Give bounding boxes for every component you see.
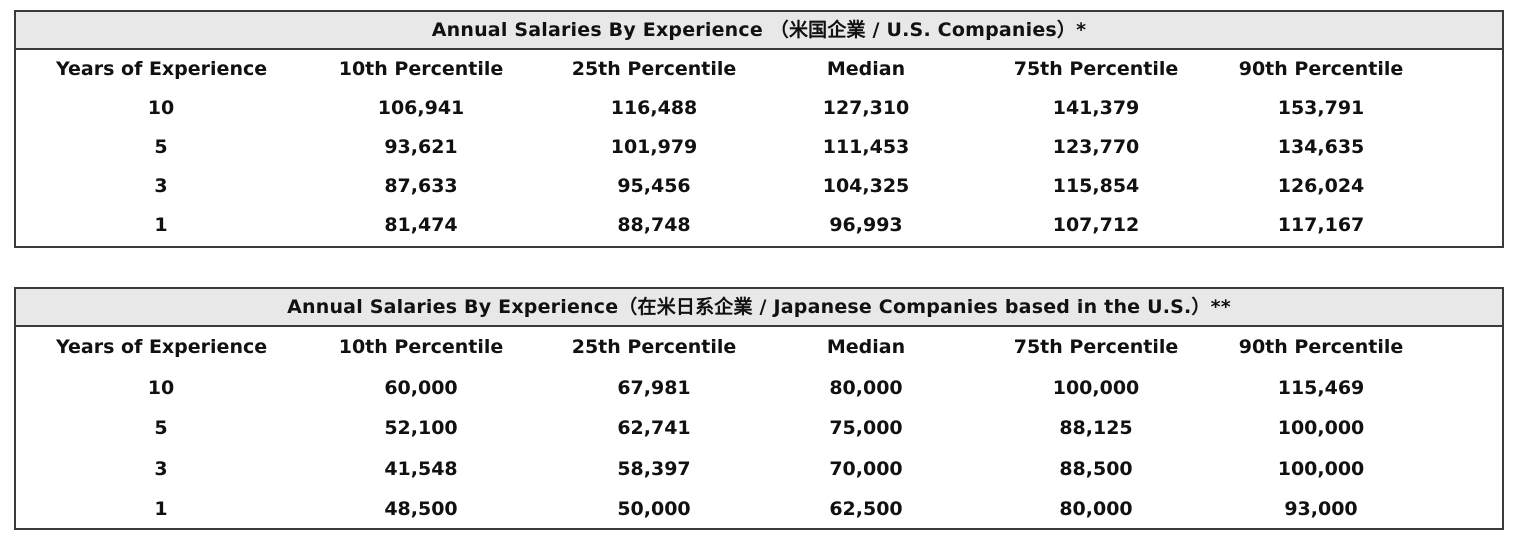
column-header-years: Years of Experience [56, 58, 268, 80]
cell-p90: 100,000 [1277, 457, 1365, 480]
column-header-p10: 10th Percentile [338, 58, 504, 80]
cell-p75: 115,854 [1052, 175, 1140, 197]
column-header-p25: 25th Percentile [571, 336, 737, 358]
cell-p10: 60,000 [384, 376, 458, 399]
cell-p25: 101,979 [610, 136, 698, 158]
cell-p90: 93,000 [1284, 498, 1358, 520]
cell-p90: 126,024 [1277, 175, 1365, 197]
cell-years: 10 [147, 376, 175, 399]
table-caption: Annual Salaries By Experience（在米日系企業 / J… [16, 289, 1502, 327]
cell-p90: 153,791 [1277, 97, 1365, 119]
table-grid: Years of Experience 10th Percentile 25th… [16, 327, 1502, 530]
cell-median: 70,000 [829, 457, 903, 480]
cell-p75: 123,770 [1052, 136, 1140, 158]
cell-p25: 95,456 [617, 175, 691, 197]
cell-p10: 81,474 [384, 214, 458, 236]
table-grid: Years of Experience 10th Percentile 25th… [16, 50, 1502, 245]
cell-p75: 88,500 [1059, 457, 1133, 480]
cell-median: 104,325 [822, 175, 910, 197]
cell-median: 127,310 [822, 97, 910, 119]
table-caption: Annual Salaries By Experience （米国企業 / U.… [16, 12, 1502, 50]
table-row: 3 87,633 95,456 104,325 115,854 126,024 [16, 167, 1502, 206]
cell-years: 1 [154, 498, 168, 520]
column-header-median: Median [826, 336, 906, 358]
salary-table-us-companies: Annual Salaries By Experience （米国企業 / U.… [14, 10, 1504, 248]
column-header-p10: 10th Percentile [338, 336, 504, 358]
table-row: 10 60,000 67,981 80,000 100,000 115,469 [16, 368, 1502, 409]
cell-years: 10 [147, 97, 175, 119]
column-header-p75: 75th Percentile [1013, 336, 1179, 358]
column-header-median: Median [826, 58, 906, 80]
cell-p90: 115,469 [1277, 376, 1365, 399]
cell-years: 3 [154, 457, 168, 480]
column-header-p75: 75th Percentile [1013, 58, 1179, 80]
header-row: Years of Experience 10th Percentile 25th… [16, 50, 1502, 89]
cell-p75: 141,379 [1052, 97, 1140, 119]
table-row: 1 81,474 88,748 96,993 107,712 117,167 [16, 206, 1502, 245]
header-row: Years of Experience 10th Percentile 25th… [16, 327, 1502, 368]
cell-median: 96,993 [829, 214, 903, 236]
table-row: 1 48,500 50,000 62,500 80,000 93,000 [16, 489, 1502, 530]
table-row: 5 93,621 101,979 111,453 123,770 134,635 [16, 128, 1502, 167]
cell-p90: 117,167 [1277, 214, 1365, 236]
table-row: 5 52,100 62,741 75,000 88,125 100,000 [16, 408, 1502, 449]
cell-years: 1 [154, 214, 168, 236]
cell-p25: 50,000 [617, 498, 691, 520]
column-header-p25: 25th Percentile [571, 58, 737, 80]
cell-years: 3 [154, 175, 168, 197]
cell-p10: 41,548 [384, 457, 458, 480]
cell-p90: 100,000 [1277, 417, 1365, 439]
cell-p25: 62,741 [617, 417, 691, 439]
table-row: 3 41,548 58,397 70,000 88,500 100,000 [16, 449, 1502, 490]
column-header-p90: 90th Percentile [1238, 58, 1404, 80]
cell-median: 62,500 [829, 498, 903, 520]
cell-p25: 58,397 [617, 457, 691, 480]
cell-p25: 116,488 [610, 97, 698, 119]
cell-years: 5 [154, 417, 168, 439]
cell-p75: 88,125 [1059, 417, 1133, 439]
cell-years: 5 [154, 136, 168, 158]
cell-p10: 48,500 [384, 498, 458, 520]
cell-p10: 106,941 [377, 97, 465, 119]
salary-table-japanese-companies: Annual Salaries By Experience（在米日系企業 / J… [14, 287, 1504, 530]
cell-p75: 100,000 [1052, 376, 1140, 399]
cell-p90: 134,635 [1277, 136, 1365, 158]
cell-p75: 80,000 [1059, 498, 1133, 520]
cell-median: 75,000 [829, 417, 903, 439]
cell-median: 80,000 [829, 376, 903, 399]
cell-p25: 88,748 [617, 214, 691, 236]
column-header-p90: 90th Percentile [1238, 336, 1404, 358]
column-header-years: Years of Experience [56, 336, 268, 358]
cell-p75: 107,712 [1052, 214, 1140, 236]
cell-p10: 52,100 [384, 417, 458, 439]
cell-p25: 67,981 [617, 376, 691, 399]
table-row: 10 106,941 116,488 127,310 141,379 153,7… [16, 89, 1502, 128]
cell-p10: 93,621 [384, 136, 458, 158]
cell-median: 111,453 [822, 136, 910, 158]
cell-p10: 87,633 [384, 175, 458, 197]
